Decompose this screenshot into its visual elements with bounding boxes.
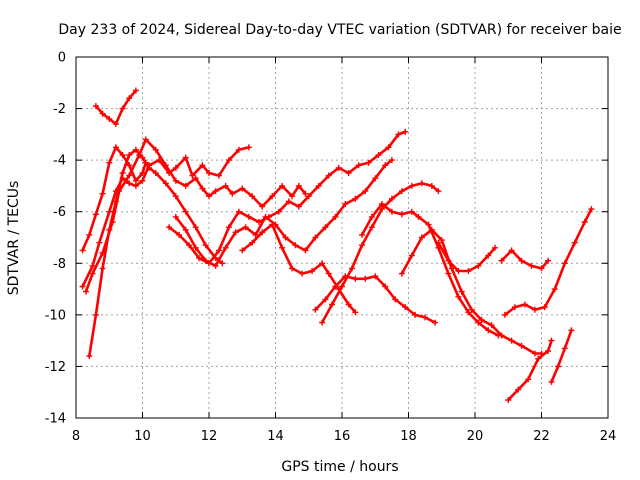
data-point-markers xyxy=(548,327,575,385)
x-tick-label: 14 xyxy=(267,429,284,444)
series-track-14 xyxy=(498,247,552,272)
x-tick-label: 12 xyxy=(201,429,218,444)
x-tick-label: 24 xyxy=(600,429,617,444)
series-track-10 xyxy=(319,180,442,326)
data-point-markers xyxy=(79,144,149,254)
series-track-9 xyxy=(312,273,439,326)
x-tick-label: 20 xyxy=(467,429,484,444)
series-track-8 xyxy=(239,221,359,316)
chart-title: Day 233 of 2024, Sidereal Day-to-day VTE… xyxy=(58,22,621,38)
series-line xyxy=(400,228,543,355)
data-point-markers xyxy=(172,157,395,269)
data-point-markers xyxy=(498,247,552,272)
x-tick-label: 16 xyxy=(334,429,351,444)
x-axis-label: GPS time / hours xyxy=(281,459,398,475)
y-tick-label: 0 xyxy=(58,51,66,66)
series-line xyxy=(88,148,224,358)
data-point-markers xyxy=(92,87,139,127)
data-point-markers xyxy=(398,226,545,357)
data-point-markers xyxy=(319,180,442,326)
data-point-markers xyxy=(435,239,498,274)
y-tick-label: -10 xyxy=(45,308,66,323)
series-track-17 xyxy=(548,327,575,385)
series-track-12 xyxy=(398,226,545,357)
grid xyxy=(76,57,608,418)
data-point-markers xyxy=(312,273,439,326)
y-tick-label: -14 xyxy=(45,412,66,427)
series-track-5 xyxy=(92,87,139,127)
series-line xyxy=(84,138,307,293)
series-track-7 xyxy=(172,157,395,269)
series-line xyxy=(503,207,593,317)
ticks xyxy=(75,56,609,419)
y-tick-label: -6 xyxy=(53,205,66,220)
series-track-16 xyxy=(505,337,555,403)
series-track-11 xyxy=(359,201,502,339)
data-point-markers xyxy=(83,136,309,295)
series-line xyxy=(241,223,357,314)
series-track-15 xyxy=(501,206,595,318)
data-point-markers xyxy=(505,337,555,403)
series-track-6 xyxy=(166,128,409,267)
y-tick-label: -8 xyxy=(53,257,66,272)
y-tick-label: -12 xyxy=(45,360,66,375)
series-line xyxy=(500,249,550,270)
y-tick-label: -4 xyxy=(53,154,66,169)
x-tick-label: 18 xyxy=(400,429,417,444)
series-track-13 xyxy=(435,239,498,274)
y-tick-label: -2 xyxy=(53,102,66,117)
series-track-4 xyxy=(79,144,149,254)
y-axis-label: SDTVAR / TECUs xyxy=(6,181,22,296)
series-group xyxy=(79,87,595,403)
series-track-1 xyxy=(83,136,309,295)
x-tick-label: 8 xyxy=(72,429,80,444)
x-tick-label: 10 xyxy=(134,429,151,444)
plot-frame xyxy=(75,56,609,419)
tick-labels: 8 10 12 14 16 18 20 22 24 0 -2 -4 -6 -8 -10 -12 -14 xyxy=(45,51,617,445)
data-point-markers xyxy=(86,146,226,360)
x-tick-label: 22 xyxy=(533,429,550,444)
series-line xyxy=(550,328,573,384)
data-point-markers xyxy=(239,221,359,316)
data-point-markers xyxy=(359,201,502,339)
data-point-markers xyxy=(501,206,595,318)
data-point-markers xyxy=(166,128,409,267)
